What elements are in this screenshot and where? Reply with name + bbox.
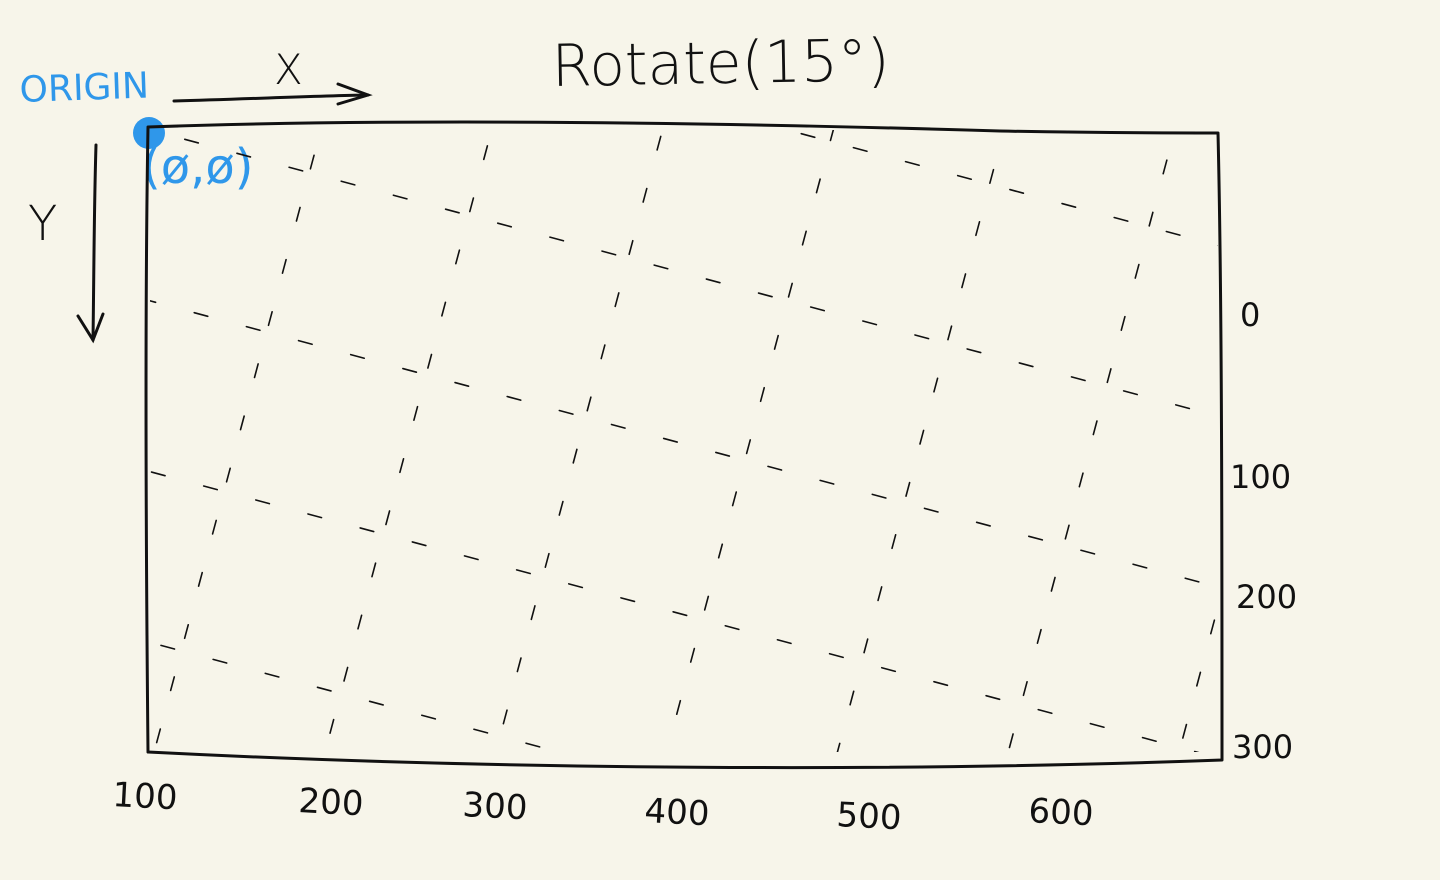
diagram-title: Rotate(15°): [551, 26, 890, 100]
x-tick-label: 100: [112, 775, 179, 818]
x-axis-arrow: [172, 82, 373, 106]
origin-label: ORIGIN: [19, 66, 150, 111]
x-tick-label: 500: [836, 795, 903, 838]
grid-line-vertical: [0, 0, 138, 880]
grid-line-horizontal: [0, 302, 1440, 880]
y-tick-label: 100: [1230, 458, 1291, 496]
x-tick-label: 200: [298, 781, 365, 824]
grid-line-vertical: [150, 130, 151, 134]
y-tick-label: 0: [1240, 296, 1260, 334]
canvas-rectangle: [144, 120, 1224, 770]
y-axis-arrow: [76, 143, 105, 344]
y-axis-label: Y: [28, 196, 57, 252]
y-tick-labels: 0 100 200 300: [1230, 296, 1297, 766]
y-tick-label: 200: [1236, 578, 1297, 616]
x-tick-label: 300: [462, 785, 529, 828]
x-tick-label: 600: [1028, 791, 1095, 834]
y-tick-label: 300: [1232, 728, 1293, 766]
grid-line-vertical: [494, 130, 664, 752]
grid-line-vertical: [0, 0, 456, 880]
x-axis-label: X: [274, 45, 303, 94]
origin-coordinates: (ø,ø): [142, 139, 253, 195]
grid-line-horizontal: [150, 299, 1218, 588]
x-tick-label: 400: [644, 791, 711, 834]
grid-line-vertical: [153, 130, 322, 752]
grid-line-horizontal: [0, 780, 1440, 880]
x-tick-labels: 100 200 300 400 500 600: [112, 775, 1095, 838]
grid-line-horizontal: [150, 641, 562, 752]
